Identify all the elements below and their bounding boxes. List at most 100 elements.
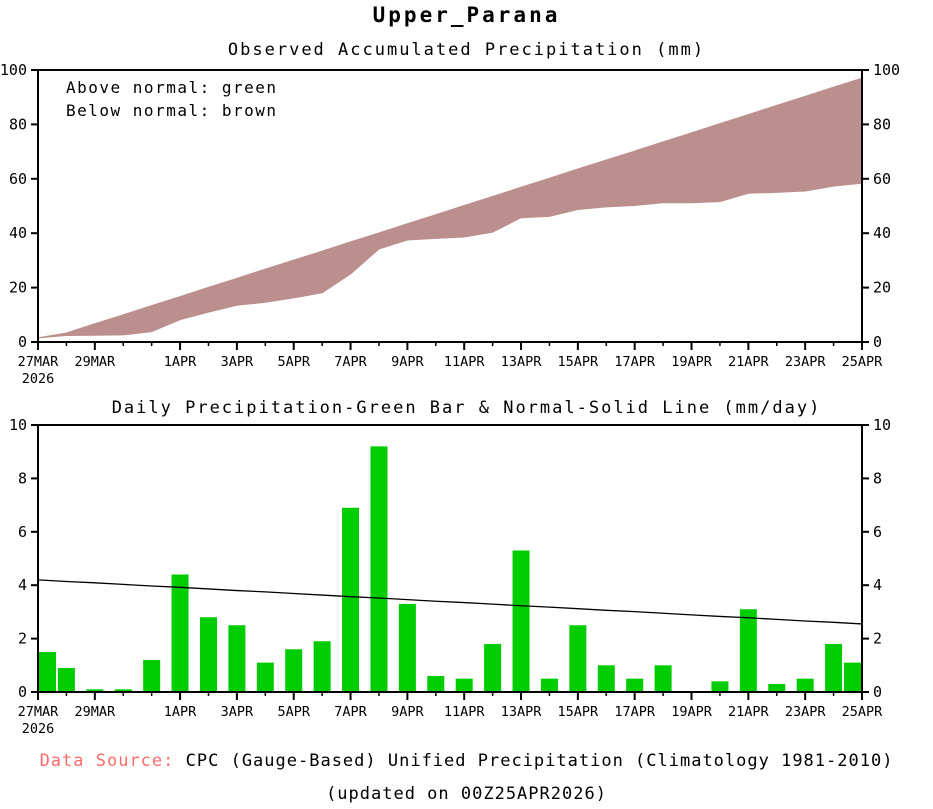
- x-tick-label: 25APR: [842, 354, 884, 370]
- x-tick-label: 21APR: [728, 704, 770, 720]
- x-tick-label: 23APR: [785, 704, 827, 720]
- y-tick-label: 80: [873, 115, 891, 133]
- y-tick-label: 6: [18, 523, 27, 541]
- daily-bar: [654, 665, 672, 692]
- y-tick-label: 2: [18, 630, 27, 648]
- axes: 0 0 2 2 4 4 6 6 8 8 10 10 27MAR 29MAR 1APR 3APR 5APR 7APR…: [9, 418, 891, 737]
- y-tick-label: 0: [873, 683, 882, 701]
- y-tick-label: 100: [873, 62, 900, 79]
- daily-bar: [143, 659, 161, 692]
- daily-bar: [171, 574, 189, 692]
- x-tick-label: 1APR: [164, 704, 197, 720]
- daily-precip-chart: 0 0 2 2 4 4 6 6 8 8 10 10 27MAR 29MAR 1APR 3APR 5APR 7APR…: [9, 418, 891, 737]
- axes: 0 0 20 20 40 40 60 60 80 80 100 100 27MAR 29MAR 1APR 3A…: [0, 62, 900, 387]
- x-tick-label: 27MAR: [18, 354, 60, 370]
- y-tick-label: 0: [18, 683, 27, 701]
- legend-below-normal: Below normal: brown: [66, 101, 278, 120]
- daily-bar: [512, 550, 530, 692]
- accumulated-chart-title: Observed Accumulated Precipitation (mm): [227, 40, 706, 60]
- x-tick-label: 15APR: [558, 354, 600, 370]
- accumulated-precip-chart: 0 0 20 20 40 40 60 60 80 80 100 100 27MAR 29MAR 1APR 3A…: [0, 62, 900, 387]
- x-tick-label: 7APR: [334, 704, 367, 720]
- daily-bar: [228, 625, 246, 692]
- y-tick-label: 60: [9, 170, 27, 188]
- daily-bar: [427, 675, 445, 692]
- updated-line: (updated on 00Z25APR2026): [326, 784, 607, 804]
- x-tick-label: 1APR: [164, 354, 197, 370]
- x-tick-label: 7APR: [334, 354, 367, 370]
- y-tick-label: 80: [9, 115, 27, 133]
- page-title: Upper_Parana: [372, 3, 561, 27]
- y-tick-label: 40: [9, 224, 27, 242]
- x-tick-label: 3APR: [221, 704, 254, 720]
- x-axis-year-label: 2026: [22, 371, 55, 387]
- below-normal-area: [37, 77, 863, 339]
- x-tick-label: 11APR: [444, 704, 486, 720]
- daily-bar: [711, 681, 729, 692]
- daily-bar: [342, 507, 360, 692]
- y-tick-label: 20: [9, 279, 27, 297]
- data-source-label: Data Source:: [39, 751, 175, 771]
- daily-bar: [370, 446, 388, 692]
- daily-bar: [86, 689, 104, 692]
- legend-above-normal: Above normal: green: [66, 78, 278, 97]
- y-tick-label: 20: [873, 279, 891, 297]
- x-axis-year-label: 2026: [22, 721, 55, 737]
- daily-bar: [256, 662, 274, 692]
- y-tick-label: 10: [9, 418, 27, 434]
- daily-bar: [739, 609, 757, 692]
- x-tick-label: 25APR: [842, 704, 884, 720]
- x-tick-label: 5APR: [277, 354, 310, 370]
- x-tick-label: 17APR: [614, 354, 656, 370]
- daily-bar: [313, 641, 331, 692]
- daily-bar: [455, 678, 473, 692]
- y-tick-label: 8: [18, 469, 27, 487]
- y-tick-label: 4: [873, 576, 882, 594]
- data-source-text: CPC (Gauge-Based) Unified Precipitation …: [185, 751, 894, 771]
- normal-daily-line: [37, 579, 863, 625]
- daily-bar: [484, 643, 502, 692]
- x-tick-label: 23APR: [785, 354, 827, 370]
- daily-bar: [825, 643, 843, 692]
- daily-bar: [285, 649, 303, 692]
- daily-chart-title: Daily Precipitation-Green Bar & Normal-S…: [111, 398, 822, 418]
- x-tick-label: 29MAR: [75, 354, 117, 370]
- y-tick-label: 40: [873, 224, 891, 242]
- y-tick-label: 0: [18, 333, 27, 351]
- y-tick-label: 100: [0, 62, 27, 79]
- daily-bar: [540, 678, 558, 692]
- daily-bar: [844, 662, 861, 692]
- daily-bar: [398, 603, 416, 692]
- x-tick-label: 13APR: [501, 354, 543, 370]
- x-tick-label: 29MAR: [75, 704, 117, 720]
- x-tick-label: 3APR: [221, 354, 254, 370]
- daily-bar: [39, 651, 56, 692]
- x-tick-label: 17APR: [614, 704, 656, 720]
- x-tick-label: 21APR: [728, 354, 770, 370]
- daily-bar: [57, 667, 75, 692]
- y-tick-label: 2: [873, 630, 882, 648]
- y-tick-label: 0: [873, 333, 882, 351]
- y-tick-label: 4: [18, 576, 27, 594]
- x-tick-label: 27MAR: [18, 704, 60, 720]
- x-tick-label: 15APR: [558, 704, 600, 720]
- x-tick-label: 13APR: [501, 704, 543, 720]
- daily-bar: [114, 689, 132, 692]
- x-tick-label: 11APR: [444, 354, 486, 370]
- x-tick-label: 9APR: [391, 354, 424, 370]
- x-tick-label: 19APR: [671, 704, 713, 720]
- y-tick-label: 6: [873, 523, 882, 541]
- daily-bar: [199, 617, 217, 692]
- daily-precip-bars: [39, 446, 861, 692]
- daily-bar: [626, 678, 644, 692]
- x-tick-label: 9APR: [391, 704, 424, 720]
- x-tick-label: 5APR: [277, 704, 310, 720]
- y-tick-label: 8: [873, 469, 882, 487]
- daily-bar: [796, 678, 814, 692]
- daily-bar: [768, 683, 786, 692]
- daily-bar: [569, 625, 587, 692]
- y-tick-label: 60: [873, 170, 891, 188]
- y-tick-label: 10: [873, 418, 891, 434]
- x-tick-label: 19APR: [671, 354, 713, 370]
